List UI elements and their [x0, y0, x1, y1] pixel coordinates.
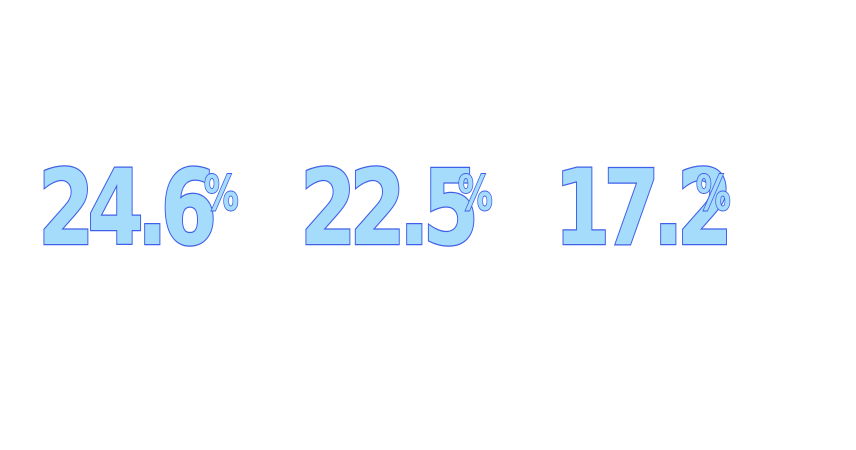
- stat-percent-sign: %: [457, 166, 493, 222]
- stat-percent-sign: %: [203, 166, 239, 222]
- stat-value: 24.6: [37, 147, 218, 269]
- stat-percent-sign: %: [695, 166, 731, 222]
- stat-item-1: 24.6 %: [37, 155, 259, 268]
- percentage-stats-row: 24.6 % 22.5 % 17.2 %: [37, 155, 818, 268]
- stat-item-3: 17.2 %: [553, 155, 775, 268]
- stat-value: 22.5: [299, 147, 480, 269]
- stat-item-2: 22.5 %: [299, 155, 521, 268]
- stat-value: 17.2: [553, 147, 734, 269]
